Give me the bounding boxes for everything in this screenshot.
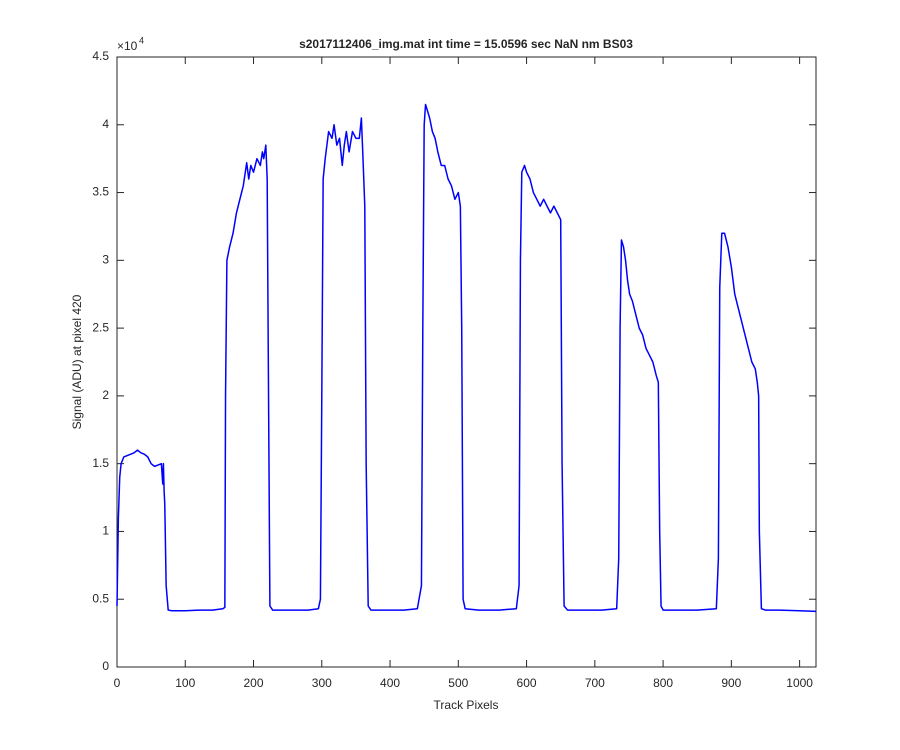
x-tick-label: 700 (585, 676, 605, 690)
y-tick-label: 4.5 (92, 49, 109, 63)
y-tick-label: 4 (102, 117, 109, 131)
y-tick-label: 0 (102, 659, 109, 673)
y-scale-base: ×10 (117, 39, 138, 53)
y-axis-label: Signal (ADU) at pixel 420 (70, 294, 84, 429)
y-scale-exponent: 4 (139, 35, 144, 45)
y-tick-label: 2.5 (92, 320, 109, 334)
y-tick-label: 1 (102, 524, 109, 538)
x-tick-label: 500 (448, 676, 468, 690)
x-tick-label: 600 (517, 676, 537, 690)
y-tick-label: 1.5 (92, 456, 109, 470)
x-tick-label: 100 (175, 676, 195, 690)
y-tick-label: 3 (102, 253, 109, 267)
y-tick-label: 2 (102, 388, 109, 402)
chart-title: s2017112406_img.mat int time = 15.0596 s… (299, 37, 633, 51)
signal-line (116, 103, 817, 613)
y-tick-label: 3.5 (92, 185, 109, 199)
plot-box (116, 56, 817, 668)
x-tick-label: 0 (114, 676, 121, 690)
x-tick-label: 300 (312, 676, 332, 690)
x-tick-label: 900 (721, 676, 741, 690)
x-axis-label: Track Pixels (434, 698, 499, 712)
x-tick-label: 200 (244, 676, 264, 690)
x-tick-label: 400 (380, 676, 400, 690)
y-tick-label: 0.5 (92, 591, 109, 605)
x-tick-label: 800 (653, 676, 673, 690)
x-tick-label: 1000 (786, 676, 813, 690)
